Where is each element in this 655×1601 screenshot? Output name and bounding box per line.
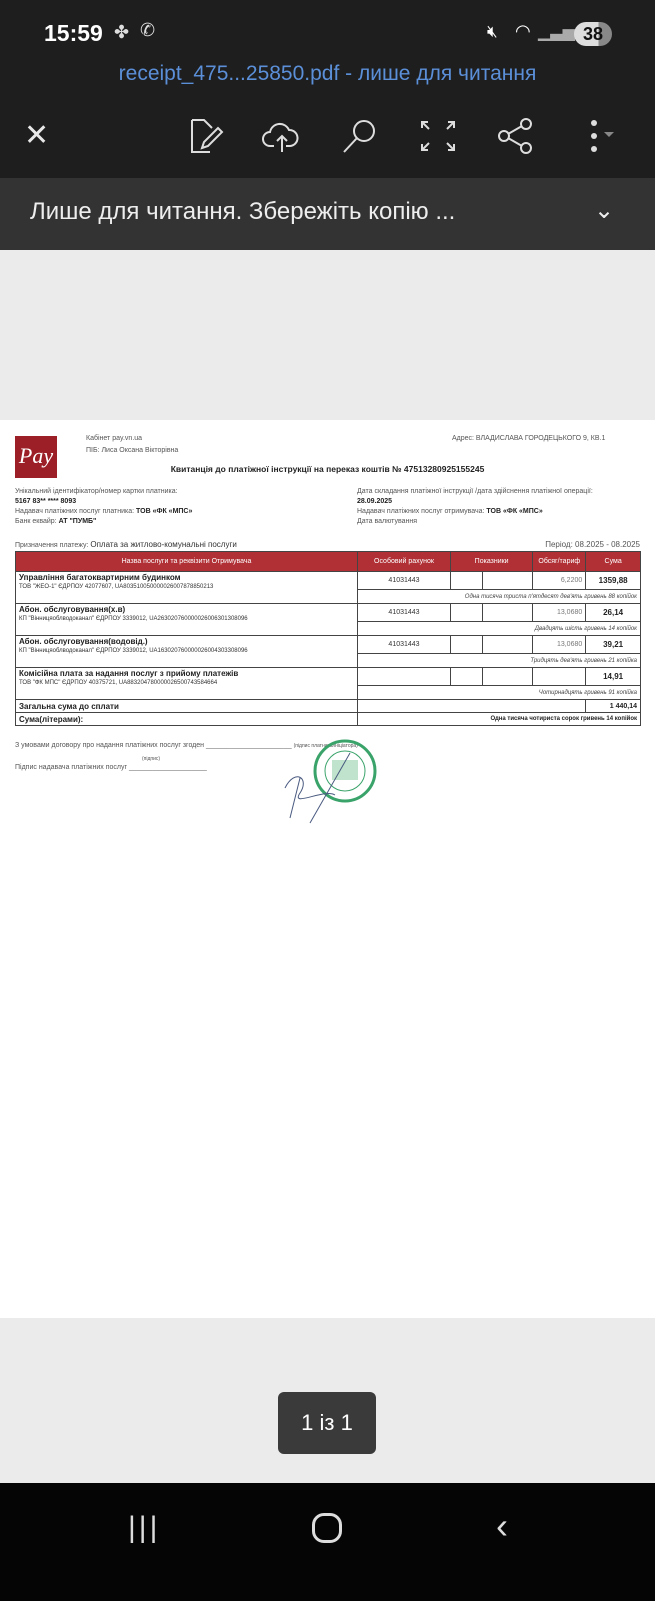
service-details: ТОВ "ЖЕО-1" ЄДРПОУ 42077607, UA803510050… — [19, 584, 214, 590]
payer-provider-label: Надавач платіжних послуг платника: — [15, 508, 135, 515]
sum: 26,14 — [585, 602, 641, 623]
purpose: Оплата за житлово-комунальні послуги — [90, 540, 237, 549]
tariff — [532, 666, 587, 687]
words-row: Сума(літерами): Одна тисяча чотириста сор… — [15, 712, 641, 726]
account — [357, 666, 451, 687]
payer-info: Унікальний ідентифікатор/номер картки пл… — [15, 487, 192, 527]
banner-text: Лише для читання. Збережіть копію ... — [30, 198, 456, 225]
pay-logo: Pay — [15, 436, 57, 478]
col-header: Показники — [449, 551, 534, 572]
file-title: receipt_475...25850.pdf - лише для читан… — [118, 62, 537, 85]
sum-words: Одна тисяча триста п'ятдесят дев'ять гри… — [357, 589, 641, 604]
status-time: 15:59 — [44, 20, 103, 46]
period: Період: 08.2025 - 08.2025 — [545, 540, 640, 549]
service-name: Управління багатоквартирним будинком — [19, 573, 181, 582]
close-button[interactable]: ✕ — [24, 119, 50, 152]
table-row: Управління багатоквартирним будинком ТОВ … — [15, 570, 641, 604]
sum-words: Двадцять шість гривень 14 копійок — [357, 621, 641, 636]
signature-note: (підпис) — [142, 756, 161, 762]
col-header: Назва послуги та реквізити Отримувача — [15, 551, 358, 572]
id-value: 5167 83** **** 8093 — [15, 498, 77, 505]
total-row: Загальна сума до сплати 1 440,14 — [15, 699, 641, 713]
tariff: 6,2200 — [532, 570, 587, 591]
total-label: Загальна сума до сплати — [15, 699, 358, 713]
service-name: Комісійна плата за надання послуг з прий… — [19, 669, 239, 678]
operation-info: Дата складання платіжної інструкції /дат… — [357, 487, 593, 527]
sum-words: Тридцять дев'ять гривень 21 копійка — [357, 653, 641, 668]
table-row: Абон. обслуговування(х.в) КП "Вінницяоблв… — [15, 602, 641, 636]
date-label: Дата складання платіжної інструкції /дат… — [357, 488, 593, 495]
receipt-heading: Квитанція до платіжної інструкції на пер… — [170, 464, 485, 474]
service-name: Абон. обслуговування(водовід.) — [19, 637, 148, 646]
tariff: 13,0680 — [532, 634, 587, 655]
copilot-icon: ✤ — [114, 22, 130, 42]
account: 41031443 — [357, 570, 451, 591]
pdf-page: Pay Кабінет pay.vn.ua ПІБ: Лиса Оксана В… — [0, 420, 655, 1318]
edit-icon[interactable] — [188, 118, 228, 154]
account: 41031443 — [357, 634, 451, 655]
viber-icon: ✆ — [140, 20, 156, 40]
account: 41031443 — [357, 602, 451, 623]
value-date-label: Дата валютування — [357, 518, 417, 525]
tariff: 13,0680 — [532, 602, 587, 623]
bank: АТ "ПУМБ" — [58, 518, 97, 525]
back-button[interactable]: ‹ — [496, 1505, 508, 1546]
table-header: Назва послуги та реквізити Отримувача Осо… — [15, 551, 641, 572]
table-row: Комісійна плата за надання послуг з прий… — [15, 666, 641, 700]
signal-icon: ▁▃▅ — [538, 24, 575, 41]
services-table: Назва послуги та реквізити Отримувача Осо… — [15, 551, 641, 726]
date-value: 28.09.2025 — [357, 498, 393, 505]
col-header: Особовий рахунок — [357, 551, 451, 572]
total-words: Одна тисяча чотириста сорок гривень 14 к… — [357, 712, 641, 726]
sum-words: Чотирнадцять гривень 91 копійка — [357, 685, 641, 700]
col-header: Обсяг/тариф — [532, 551, 587, 572]
agreement-text: З умовами договору про надання платіжних… — [15, 742, 292, 749]
recv-provider: ТОВ «ФК «МПС» — [486, 508, 543, 515]
cabinet-link: Кабінет pay.vn.ua — [86, 435, 143, 442]
col-header: Сума — [585, 551, 641, 572]
recent-apps-button[interactable]: ||| — [128, 1511, 161, 1544]
cloud-upload-icon[interactable] — [262, 118, 302, 154]
sum: 1359,88 — [585, 570, 641, 591]
sum: 14,91 — [585, 666, 641, 687]
total-value: 1 440,14 — [585, 699, 641, 713]
more-options-icon[interactable] — [580, 118, 620, 154]
payer-name: ПІБ: Лиса Оксана Вікторівна — [86, 447, 179, 454]
service-details: КП "Вінницяоблводоканал" ЄДРПОУ 3339012,… — [19, 616, 248, 622]
sum: 39,21 — [585, 634, 641, 655]
bank-label: Банк еквайр: — [15, 518, 57, 525]
navigation-bar: ||| ‹ — [0, 1483, 655, 1601]
service-name: Абон. обслуговування(х.в) — [19, 605, 126, 614]
fullscreen-icon[interactable] — [418, 118, 458, 154]
mute-icon: 🔇︎ — [487, 22, 498, 41]
home-button[interactable] — [312, 1513, 342, 1543]
payer-provider: ТОВ «ФК «МПС» — [136, 508, 193, 515]
address: Адрес: ВЛАДИСЛАВА ГОРОДЕЦЬКОГО 9, КВ.1 — [452, 435, 606, 442]
provider-signature-line: Підпис надавача платіжних послуг _______… — [15, 764, 207, 771]
purpose-label: Призначення платежу: — [15, 542, 89, 549]
service-details: ТОВ "ФК МПС" ЄДРПОУ 40375721, UA88320478… — [19, 680, 218, 686]
agreement-note: (підпис платника/ініціатора) — [293, 743, 358, 749]
service-details: КП "Вінницяоблводоканал" ЄДРПОУ 3339012,… — [19, 648, 248, 654]
chevron-down-icon[interactable]: ⌄ — [594, 197, 615, 224]
share-icon[interactable] — [496, 118, 536, 154]
recv-provider-label: Надавач платіжних послуг отримувача: — [357, 508, 485, 515]
top-bar: 15:59 ✤ ✆ 🔇︎ ◠ ▁▃▅ 38 receipt_475...2585… — [0, 0, 655, 178]
id-label: Унікальний ідентифікатор/номер картки пл… — [15, 488, 178, 495]
search-icon[interactable] — [340, 118, 380, 154]
read-only-banner[interactable]: Лише для читання. Збережіть копію ... ⌄ — [0, 178, 655, 250]
page-indicator: 1 із 1 — [278, 1392, 376, 1454]
words-label: Сума(літерами): — [15, 712, 358, 726]
stamp-signature-image — [284, 739, 377, 824]
table-row: Абон. обслуговування(водовід.) КП "Вінниц… — [15, 634, 641, 668]
battery-indicator: 38 — [574, 22, 612, 46]
wifi-icon: ◠ — [515, 21, 531, 41]
